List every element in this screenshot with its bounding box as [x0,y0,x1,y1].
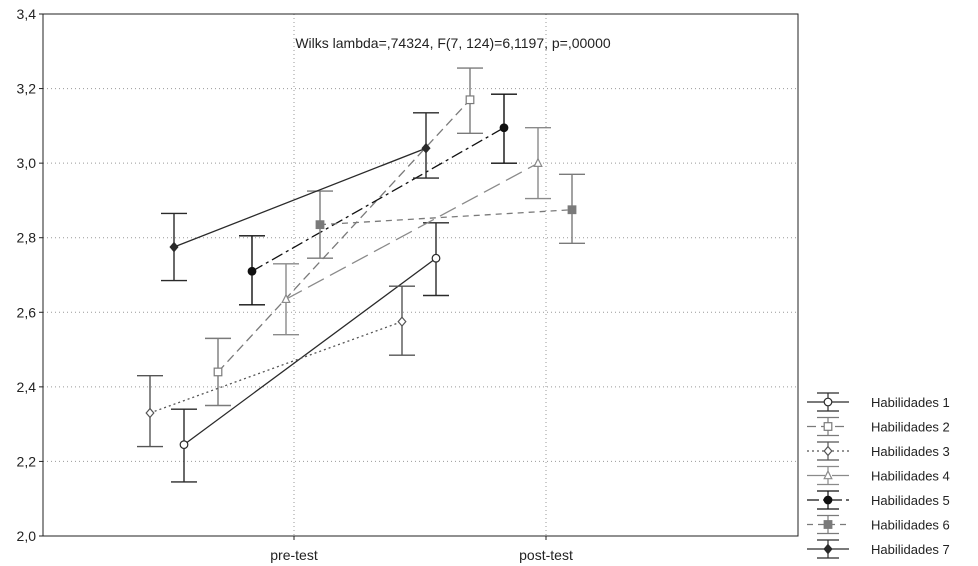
series-habilidades-1 [171,222,449,483]
legend-marker [823,422,833,431]
data-point [213,367,223,377]
series-line [183,257,437,446]
series-line [217,99,471,373]
x-tick-label: post-test [519,547,573,563]
legend-marker [823,469,833,480]
series-habilidades-5 [239,93,517,306]
legend-marker [823,543,833,555]
y-tick-label: 2,4 [17,379,37,395]
data-point [247,266,257,276]
series-line [319,209,573,226]
series-habilidades-7 [161,112,439,282]
legend-item-habilidades-4: Habilidades 4 [807,465,950,486]
data-point [533,157,543,167]
legend-marker [823,520,833,529]
legend-item-habilidades-2: Habilidades 2 [807,416,950,437]
legend-label: Habilidades 2 [871,420,950,435]
data-point [179,440,189,450]
data-point [281,293,291,304]
legend-label: Habilidades 4 [871,469,950,484]
legend-marker [823,397,833,407]
series-line [285,162,539,300]
y-tick-label: 3,2 [17,81,37,97]
series-layer [137,67,585,483]
legend-label: Habilidades 5 [871,493,950,508]
data-point [567,205,577,215]
wilks-annotation: Wilks lambda=,74324, F(7, 124)=6,1197, p… [295,35,611,51]
y-axis: 2,0 2,2 2,4 2,6 2,8 3,0 3,2 3,4 [17,6,43,544]
y-tick-label: 2,2 [17,453,37,469]
series-habilidades-2 [205,67,483,407]
legend-item-habilidades-1: Habilidades 1 [807,392,950,412]
data-point [465,95,475,105]
y-tick-label: 3,0 [17,155,37,171]
series-habilidades-6 [307,173,585,259]
legend-label: Habilidades 6 [871,518,950,533]
data-point [397,316,407,327]
legend-item-habilidades-7: Habilidades 7 [807,539,950,559]
grid [43,14,798,536]
legend-item-habilidades-3: Habilidades 3 [807,441,950,461]
x-tick-label: pre-test [270,547,318,563]
legend-label: Habilidades 7 [871,542,950,557]
y-tick-label: 2,8 [17,230,37,246]
series-line [173,147,427,248]
data-point [315,220,325,230]
legend-label: Habilidades 3 [871,444,950,459]
y-tick-label: 2,6 [17,304,37,320]
legend-label: Habilidades 1 [871,395,950,410]
x-axis: pre-test post-test [270,536,573,563]
legend-marker [823,495,833,505]
y-tick-label: 2,0 [17,528,37,544]
series-line [251,127,505,272]
y-tick-label: 3,4 [17,6,37,22]
legend: Habilidades 1 Habilidades 2 Habilidades 3 H… [807,392,950,559]
data-point [421,142,431,154]
series-habilidades-4 [273,127,551,336]
legend-item-habilidades-6: Habilidades 6 [807,514,950,535]
plot-area [42,13,799,537]
legend-marker [823,445,833,457]
data-point [499,123,509,133]
legend-item-habilidades-5: Habilidades 5 [807,490,950,510]
data-point [169,241,179,253]
data-point [145,407,155,419]
series-habilidades-3 [137,285,415,448]
data-point [431,253,441,263]
